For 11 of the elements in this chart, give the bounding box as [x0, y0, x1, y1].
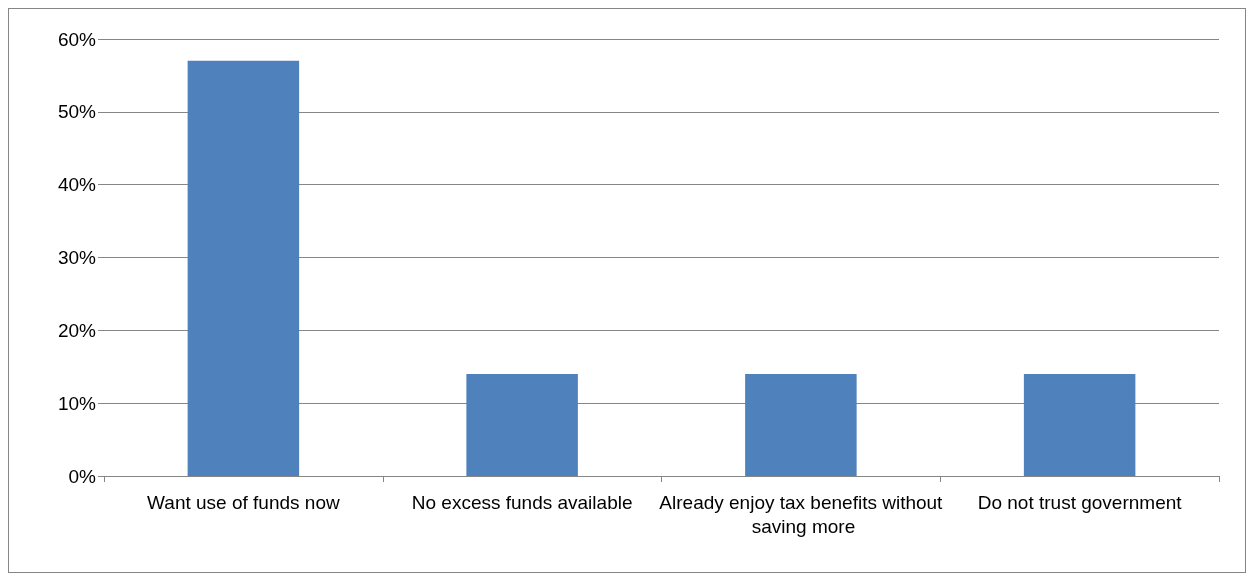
y-tick-label: 10% [57, 392, 97, 414]
x-tick-label: Want use of funds now [147, 491, 340, 513]
y-tick-label: 60% [57, 28, 97, 50]
y-tick-label: 20% [57, 319, 97, 341]
x-tick-label: No excess funds available [411, 491, 633, 513]
y-tick-label: 40% [57, 174, 97, 196]
y-tick-label: 0% [68, 465, 97, 487]
y-tick-label: 50% [57, 101, 97, 123]
y-tick-label: 30% [57, 247, 97, 268]
x-tick-label: Do not trust government [977, 491, 1183, 513]
x-tick-label: Already enjoy tax benefits without saving more [659, 491, 944, 537]
